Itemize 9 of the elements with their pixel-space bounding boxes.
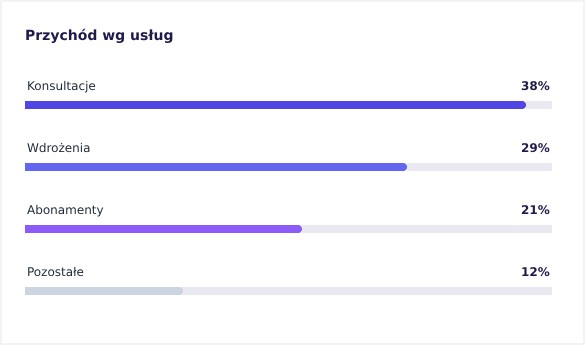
data-label: 12%: [521, 265, 550, 279]
chart-title: Przychód wg usług: [25, 28, 174, 44]
data-label: 29%: [521, 141, 550, 155]
y-tick-label: Wdrożenia: [27, 141, 90, 155]
data-label: 21%: [521, 203, 550, 217]
y-tick-label: Konsultacje: [27, 79, 96, 93]
y-tick-label: Abonamenty: [27, 203, 104, 217]
data-label: 38%: [521, 79, 550, 93]
y-tick-label: Pozostałe: [27, 265, 84, 279]
